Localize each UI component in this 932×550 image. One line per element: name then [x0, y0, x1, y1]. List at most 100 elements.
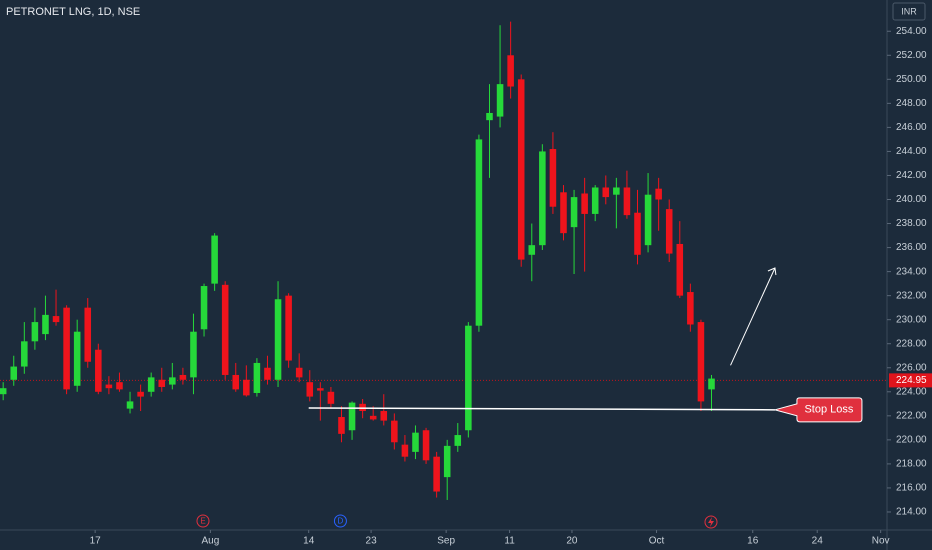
candle-body [465, 325, 472, 431]
y-tick-label: 238.00 [896, 218, 927, 229]
candle-body [443, 445, 451, 478]
candle-body [52, 316, 60, 323]
y-tick-label: 218.00 [896, 459, 927, 470]
candle-body [613, 187, 620, 195]
x-tick-label: Sep [437, 536, 455, 547]
candle-body [116, 382, 123, 390]
candle-body [31, 322, 39, 342]
candle-body [708, 378, 715, 390]
icon-bolt [708, 517, 714, 527]
x-tick-label: 23 [366, 536, 378, 547]
x-tick-label: 11 [504, 536, 515, 547]
candle-body [687, 292, 694, 325]
y-tick-label: 254.00 [896, 26, 927, 37]
candle-body [73, 331, 81, 386]
callout [773, 397, 863, 423]
candle-body [10, 366, 18, 380]
arrow-head [767, 267, 777, 276]
x-tick-label: 17 [90, 536, 102, 547]
candle-body [105, 384, 113, 389]
y-tick-label: 252.00 [896, 50, 927, 61]
y-tick-label: 216.00 [896, 483, 927, 494]
candle-body [211, 235, 218, 284]
candle-body [200, 286, 208, 330]
x-tick-label: 16 [747, 536, 759, 547]
candle-body [317, 388, 324, 391]
candle-body [285, 295, 292, 361]
support-line [308, 407, 775, 411]
y-tick-label: 220.00 [896, 435, 927, 446]
candle-body [21, 341, 28, 367]
event-marker [196, 514, 210, 528]
y-tick-label: 236.00 [896, 242, 927, 253]
candle-body [158, 379, 166, 387]
candle-body [338, 417, 345, 434]
candle-body [539, 151, 546, 246]
callout-text: Stop Loss [804, 404, 853, 416]
y-tick-label: 246.00 [896, 122, 927, 133]
y-tick-label: 250.00 [896, 74, 927, 85]
candle-body [147, 377, 155, 392]
candle-body [581, 193, 588, 214]
event-marker [333, 514, 347, 528]
candle-body [401, 444, 409, 457]
candle-body [591, 187, 599, 214]
candle-body [126, 401, 134, 409]
y-tick-label: 240.00 [896, 194, 927, 205]
candle-body [306, 382, 314, 397]
y-tick-label: 214.00 [896, 507, 927, 518]
currency[interactable]: INR [901, 6, 917, 16]
candle-body [84, 307, 92, 362]
candle-body [454, 435, 462, 446]
y-tick-label: 242.00 [896, 170, 927, 181]
candle-body [243, 379, 250, 396]
y-tick-label: 244.00 [896, 146, 927, 157]
candle-body [95, 349, 102, 392]
candle-body [665, 209, 673, 254]
candle-body [570, 197, 578, 228]
candle-body [655, 188, 662, 200]
candle-body [179, 374, 187, 380]
lightning-svg [704, 515, 718, 529]
candle-body [623, 187, 631, 216]
candle-body [422, 430, 430, 461]
y-tick-label: 226.00 [896, 362, 927, 373]
candle-body [433, 456, 440, 492]
candle-body [42, 314, 49, 335]
candle-body [137, 391, 144, 397]
candle-body [348, 402, 356, 431]
candle-body [412, 432, 419, 452]
x-tick-label: 14 [303, 536, 315, 547]
candle-body [327, 391, 335, 404]
currency-box[interactable] [892, 2, 926, 21]
candle-body [264, 367, 271, 380]
candle-body [369, 415, 377, 420]
candle-body [359, 403, 366, 412]
candle-body [507, 55, 514, 87]
candle-body [380, 411, 388, 421]
y-tick-label: 248.00 [896, 98, 927, 109]
candle-body [496, 84, 504, 117]
x-tick-label: Nov [872, 536, 890, 547]
y-tick-label: 230.00 [896, 314, 927, 325]
candle-body [391, 420, 398, 443]
candle-body [644, 194, 652, 246]
last-price-box [889, 373, 932, 388]
arrow [730, 267, 776, 366]
lightning-icon[interactable] [703, 514, 719, 530]
y-tick-label: 224.00 [896, 386, 927, 397]
candle-body [274, 299, 282, 380]
last-price-label: 224.95 [896, 375, 927, 386]
event-label: D [338, 517, 344, 526]
x-tick-label: 24 [812, 536, 824, 547]
candle-body [295, 367, 303, 378]
candle-body [0, 388, 7, 395]
x-tick-label: Oct [649, 536, 665, 547]
x-tick-label: Aug [201, 536, 219, 547]
candle-body [549, 149, 557, 207]
candle-body [221, 284, 229, 375]
candle-body [475, 139, 483, 326]
candle-body [528, 245, 536, 255]
